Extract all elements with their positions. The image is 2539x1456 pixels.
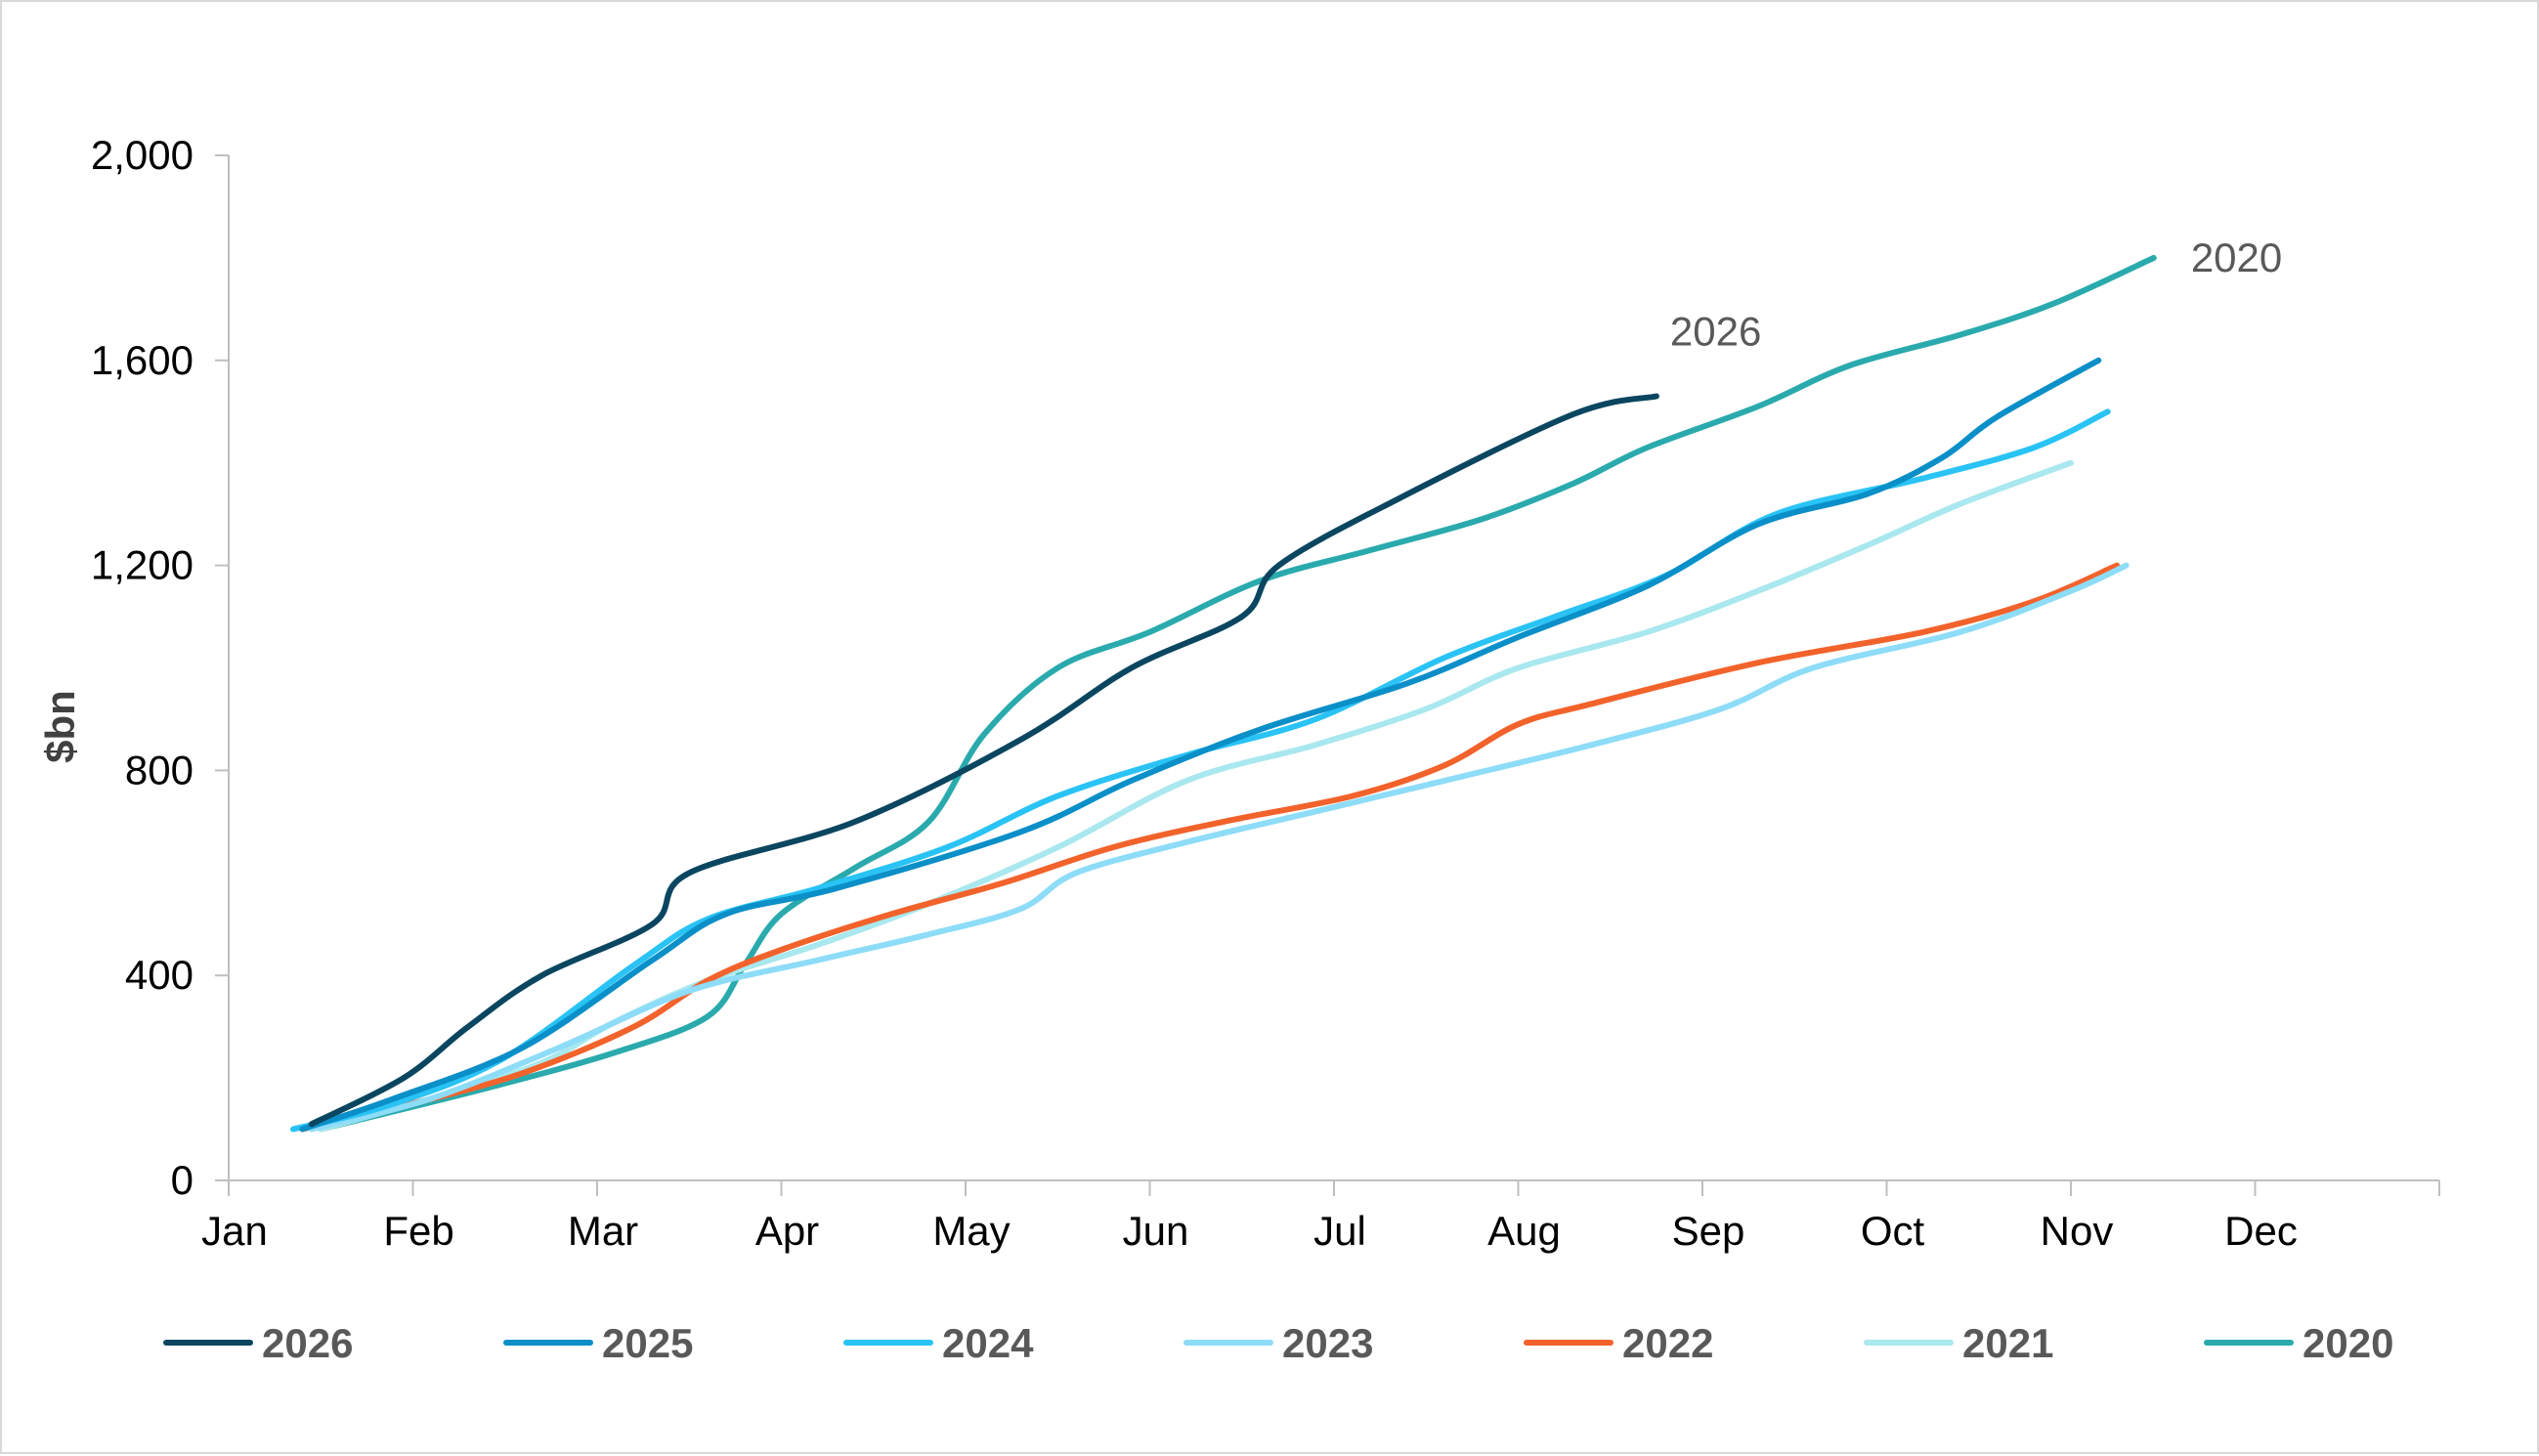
- axes: 0 400 800 1,200 1,600 2,000 Jan Feb Mar Apr May Jun…: [37, 132, 2440, 1254]
- y-tick-label: 800: [125, 747, 194, 792]
- legend-label: 2022: [1622, 1320, 1713, 1366]
- x-tick-label: Aug: [1487, 1208, 1561, 1254]
- x-tick-label: Feb: [383, 1208, 453, 1254]
- legend-item-2021: 2021: [1864, 1320, 2053, 1366]
- series-line-2022: [299, 562, 2121, 1133]
- x-tick-label: Apr: [755, 1208, 819, 1254]
- legend-label: 2024: [942, 1320, 1034, 1366]
- series-line-2021: [318, 459, 2074, 1133]
- legend-label: 2025: [602, 1320, 693, 1366]
- y-tick-label: 1,600: [91, 337, 194, 383]
- x-tick-label: Nov: [2041, 1208, 2114, 1254]
- x-tick-label: Sep: [1672, 1208, 1745, 1254]
- legend-item-2025: 2025: [503, 1320, 693, 1366]
- legend-label: 2021: [1962, 1320, 2053, 1366]
- series-line-2026: [308, 393, 1659, 1128]
- x-tick-label: Jul: [1313, 1208, 1366, 1254]
- legend-item-2023: 2023: [1183, 1320, 1373, 1366]
- y-axis-title: $bn: [37, 690, 83, 763]
- series-line-2023: [308, 562, 2130, 1133]
- y-tick-label: 400: [125, 952, 194, 998]
- end-label-2026: 2026: [1670, 309, 1761, 355]
- legend-label: 2023: [1282, 1320, 1373, 1366]
- x-tick-label: Jun: [1123, 1208, 1189, 1254]
- end-labels: 2026 2020: [1670, 235, 2282, 355]
- legend-item-2020: 2020: [2204, 1320, 2393, 1366]
- legend-item-2026: 2026: [163, 1320, 353, 1366]
- legend-item-2022: 2022: [1524, 1320, 1713, 1366]
- legend: 2026 2025 2024 2023 2022 2021 2020: [163, 1320, 2393, 1366]
- legend-item-2024: 2024: [843, 1320, 1034, 1366]
- legend-label: 2020: [2302, 1320, 2393, 1366]
- y-tick-label: 1,200: [91, 542, 194, 588]
- end-label-2020: 2020: [2191, 235, 2282, 280]
- series-line-2020: [318, 254, 2157, 1133]
- legend-label: 2026: [262, 1320, 353, 1366]
- x-tick-label: Mar: [568, 1208, 638, 1254]
- series-lines: [290, 254, 2157, 1133]
- y-tick-label: 0: [171, 1157, 194, 1203]
- x-tick-label: Jan: [201, 1208, 268, 1254]
- series-line-2025: [299, 357, 2102, 1133]
- x-tick-label: Oct: [1861, 1208, 1925, 1254]
- y-tick-label: 2,000: [91, 132, 194, 178]
- x-tick-label: Dec: [2224, 1208, 2298, 1254]
- x-tick-label: May: [932, 1208, 1010, 1254]
